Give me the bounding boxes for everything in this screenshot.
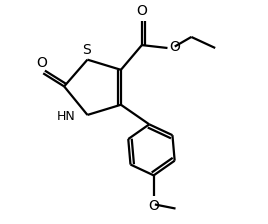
Text: S: S (83, 43, 91, 57)
Text: HN: HN (57, 110, 75, 123)
Text: O: O (169, 40, 180, 54)
Text: O: O (136, 4, 147, 18)
Text: O: O (36, 56, 47, 70)
Text: O: O (148, 199, 159, 213)
